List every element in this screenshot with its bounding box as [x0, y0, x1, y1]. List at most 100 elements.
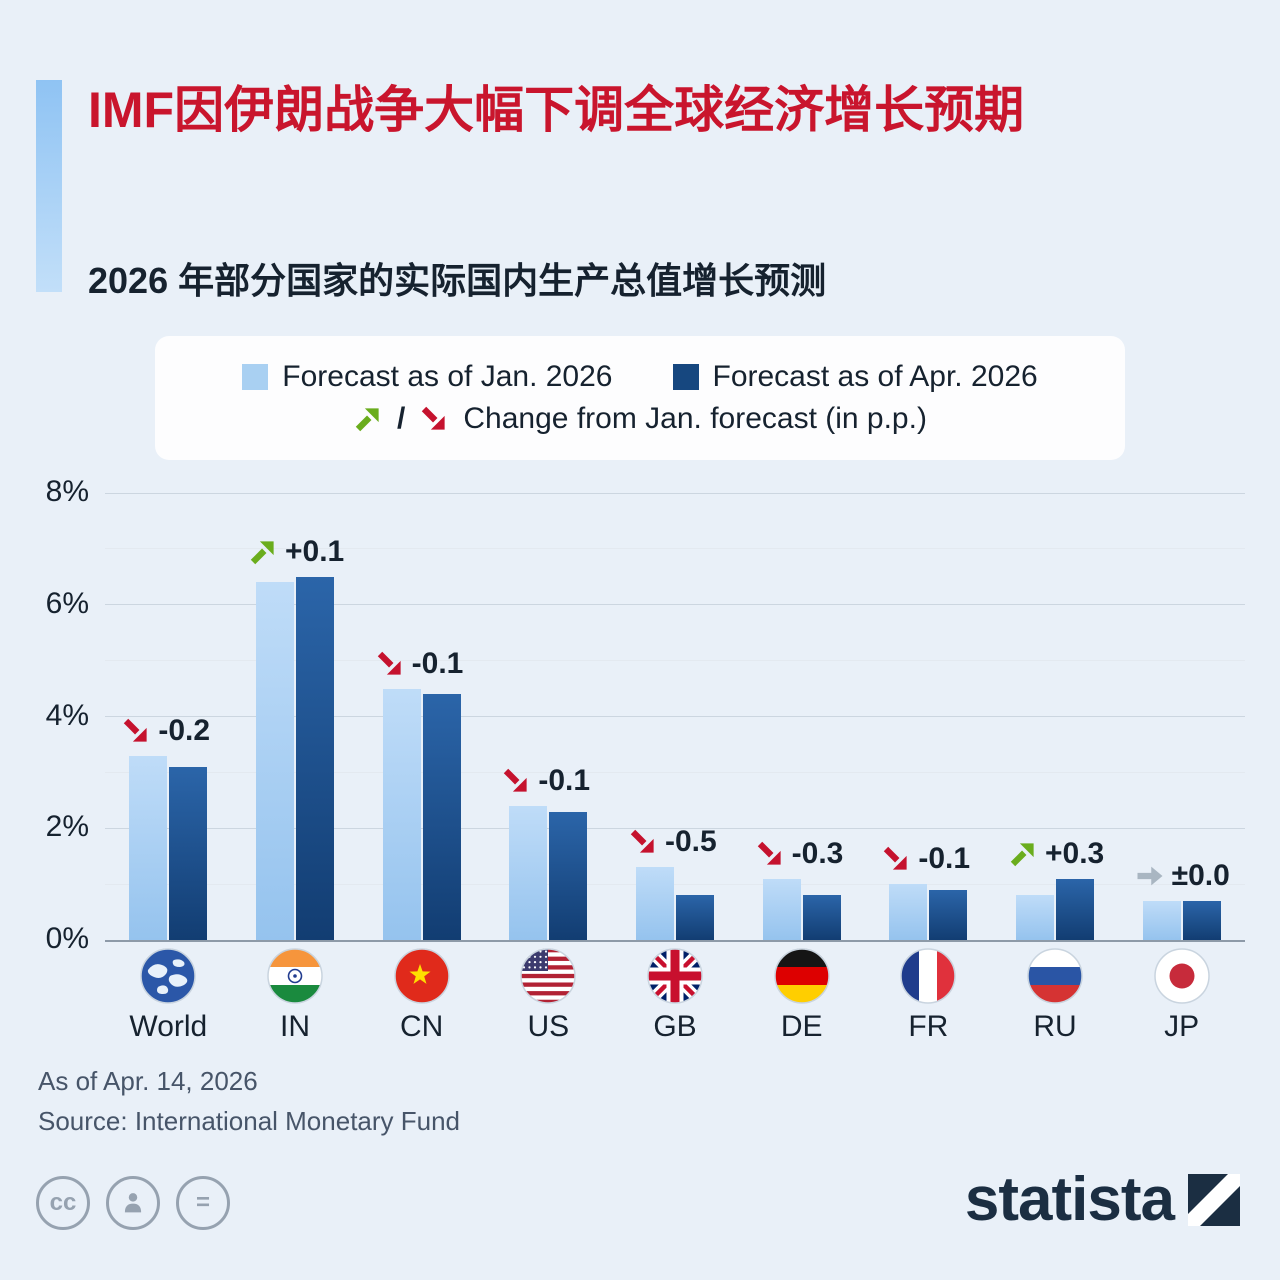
bar-apr-forecast	[422, 694, 461, 940]
down-arrow-icon	[375, 649, 405, 679]
cc-icon: cc	[36, 1176, 90, 1230]
category-FR: FR	[868, 948, 988, 1044]
china-flag-icon	[362, 948, 482, 1006]
category-label: JP	[1164, 1010, 1200, 1043]
y-axis-label: 2%	[45, 810, 89, 844]
no-derivatives-icon: =	[176, 1176, 230, 1230]
down-arrow-icon	[628, 827, 658, 857]
category-label: FR	[908, 1010, 949, 1043]
category-DE: DE	[742, 948, 862, 1044]
legend-slash: /	[397, 402, 406, 435]
bar-jan-forecast	[129, 755, 168, 940]
legend-jan-label: Forecast as of Jan. 2026	[282, 360, 613, 393]
change-annotation: -0.1	[501, 764, 590, 798]
down-arrow-icon	[755, 839, 785, 869]
category-JP: JP	[1122, 948, 1242, 1044]
bar-apr-forecast	[296, 576, 334, 940]
nd-icon-label: =	[195, 1189, 210, 1216]
y-axis-label: 8%	[45, 475, 89, 508]
change-annotation: +0.1	[248, 535, 344, 569]
bar-apr-forecast	[1056, 878, 1094, 940]
legend-change-label: Change from Jan. forecast (in p.p.)	[463, 402, 927, 435]
category-IN: IN	[235, 948, 355, 1044]
change-annotation: -0.1	[375, 646, 464, 681]
up-arrow-icon	[248, 537, 278, 567]
apr-forecast-swatch	[672, 364, 699, 390]
category-label: IN	[280, 1010, 310, 1043]
usa-flag-icon	[488, 948, 608, 1006]
france-flag-icon	[868, 948, 988, 1006]
down-arrow-icon	[419, 404, 449, 434]
change-value: -0.1	[411, 646, 464, 680]
change-annotation: +0.3	[1008, 837, 1104, 871]
page-title: IMF因伊朗战争大幅下调全球经济增长预期	[88, 82, 1025, 138]
bar-jan-forecast	[509, 805, 548, 940]
attribution-person-icon	[106, 1176, 160, 1230]
y-axis-label: 0%	[45, 922, 89, 955]
title-accent-bar	[36, 80, 62, 292]
category-RU: RU	[995, 948, 1115, 1044]
gridline	[105, 771, 1245, 773]
uk-flag-icon	[615, 948, 735, 1006]
gridline	[105, 940, 1245, 942]
category-US: US	[488, 948, 608, 1044]
statista-logo-icon	[1188, 1173, 1240, 1226]
legend: Forecast as of Jan. 2026 Forecast as of …	[155, 336, 1125, 460]
category-GB: GB	[615, 948, 735, 1044]
category-label: RU	[1033, 1010, 1077, 1043]
category-label: World	[129, 1010, 208, 1043]
y-axis-label: 6%	[45, 586, 89, 620]
gridline	[105, 827, 1245, 829]
bar-apr-forecast	[802, 895, 841, 940]
x-axis: World IN CN US GB DE FR RU JP	[105, 948, 1245, 1058]
down-arrow-icon	[881, 844, 911, 874]
bar-apr-forecast	[549, 811, 588, 940]
cc-icon-label: cc	[49, 1189, 77, 1216]
gridline	[105, 883, 1245, 885]
up-arrow-icon	[1008, 839, 1038, 869]
legend-apr-label: Forecast as of Apr. 2026	[712, 360, 1038, 393]
gridline	[105, 492, 1245, 494]
change-value: -0.1	[538, 763, 591, 797]
jan-forecast-swatch	[242, 364, 269, 390]
gridline	[105, 716, 1245, 717]
down-arrow-icon	[501, 766, 531, 796]
change-value: +0.1	[285, 534, 345, 568]
category-CN: CN	[362, 948, 482, 1044]
germany-flag-icon	[742, 948, 862, 1006]
bar-jan-forecast	[636, 867, 674, 940]
gridline	[105, 548, 1245, 550]
japan-flag-icon	[1122, 948, 1242, 1006]
change-value: -0.5	[665, 825, 717, 859]
category-label: CN	[399, 1010, 444, 1043]
india-flag-icon	[235, 948, 355, 1006]
category-label: US	[527, 1010, 570, 1043]
category-World: World	[108, 948, 228, 1044]
category-label: DE	[780, 1010, 823, 1043]
flat-arrow-icon	[1135, 861, 1165, 891]
source-note: Source: International Monetary Fund	[38, 1106, 461, 1136]
world-flag-icon	[108, 948, 228, 1006]
category-label: GB	[653, 1010, 697, 1043]
change-annotation: ±0.0	[1135, 859, 1230, 893]
up-arrow-icon	[353, 404, 383, 434]
change-annotation: -0.3	[755, 836, 844, 871]
down-arrow-icon	[121, 716, 151, 746]
y-axis-label: 4%	[45, 698, 89, 732]
bar-apr-forecast	[1182, 900, 1221, 940]
bar-jan-forecast	[256, 582, 294, 940]
bar-jan-forecast	[762, 878, 801, 940]
bar-apr-forecast	[929, 889, 968, 940]
as-of-date: As of Apr. 14, 2026	[38, 1066, 258, 1096]
change-annotation: -0.1	[881, 842, 970, 876]
bar-apr-forecast	[169, 766, 208, 940]
statista-logo: statista	[965, 1164, 1240, 1235]
change-value: +0.3	[1045, 836, 1105, 870]
change-value: ±0.0	[1171, 858, 1230, 892]
page-subtitle: 2026 年部分国家的实际国内生产总值增长预测	[88, 260, 827, 301]
legend-change-row: / Change from Jan. forecast (in p.p.)	[353, 402, 927, 436]
bar-jan-forecast	[1016, 895, 1054, 940]
statista-wordmark: statista	[964, 1165, 1175, 1234]
change-value: -0.3	[791, 836, 844, 870]
